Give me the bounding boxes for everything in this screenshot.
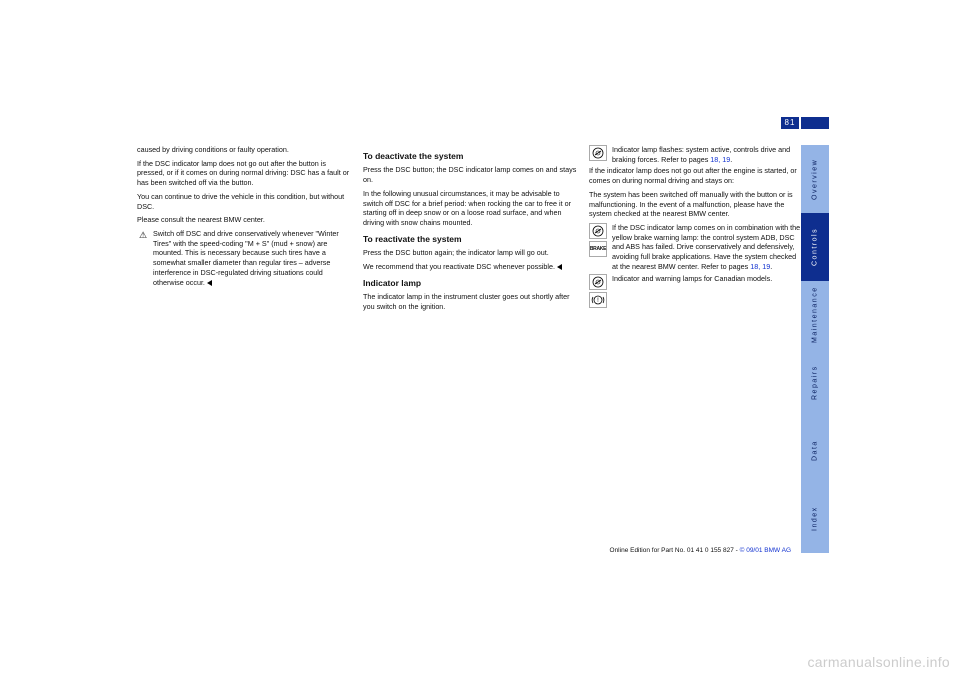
indicator-lamp-block: BRAKE If the DSC indicator lamp comes on…	[589, 223, 803, 272]
content-columns: caused by driving conditions or faulty o…	[137, 145, 803, 550]
tab-controls[interactable]: Controls	[801, 213, 829, 281]
end-triangle-icon	[207, 280, 212, 286]
lamp-text: Indicator lamp flashes: system active, c…	[612, 145, 803, 164]
page-number-bar	[801, 117, 829, 129]
brake-warning-icon: BRAKE	[589, 241, 607, 257]
caution-block: ⚠ Switch off DSC and drive conservativel…	[137, 229, 351, 287]
tab-index[interactable]: Index	[801, 485, 829, 553]
manual-page: 81 Overview Controls Maintenance Repairs…	[115, 100, 845, 580]
footer-edition: Online Edition for Part No. 01 41 0 155 …	[610, 547, 791, 554]
dsc-indicator-icon	[589, 145, 607, 161]
page-ref-link[interactable]: 18, 19	[710, 155, 730, 164]
subheading: To reactivate the system	[363, 234, 577, 245]
end-triangle-icon	[557, 264, 562, 270]
body-text: Press the DSC button again; the indicato…	[363, 248, 577, 258]
body-text: We recommend that you reactivate DSC whe…	[363, 262, 577, 272]
caution-text: Switch off DSC and drive conservatively …	[153, 229, 351, 287]
body-text: In the following unusual circumstances, …	[363, 189, 577, 228]
body-text: If the indicator lamp does not go out af…	[589, 166, 803, 185]
indicator-lamp-block: Indicator lamp flashes: system active, c…	[589, 145, 803, 164]
body-text: The system has been switched off manuall…	[589, 190, 803, 219]
body-text: caused by driving conditions or faulty o…	[137, 145, 351, 155]
column-2: To deactivate the system Press the DSC b…	[363, 145, 577, 550]
indicator-lamp-block: ! Indicator and warning lamps for Canadi…	[589, 274, 803, 308]
lamp-text: Indicator and warning lamps for Canadian…	[612, 274, 803, 308]
subheading: To deactivate the system	[363, 151, 577, 162]
brake-warning-ca-icon: !	[589, 292, 607, 308]
subheading: Indicator lamp	[363, 278, 577, 289]
column-3: Indicator lamp flashes: system active, c…	[589, 145, 803, 550]
column-1: caused by driving conditions or faulty o…	[137, 145, 351, 550]
body-text: Please consult the nearest BMW center.	[137, 215, 351, 225]
dsc-indicator-icon	[589, 274, 607, 290]
body-text: The indicator lamp in the instrument clu…	[363, 292, 577, 311]
svg-text:!: !	[597, 298, 599, 304]
body-text: Press the DSC button; the DSC indicator …	[363, 165, 577, 184]
lamp-text: If the DSC indicator lamp comes on in co…	[612, 223, 803, 272]
tab-repairs[interactable]: Repairs	[801, 349, 829, 417]
page-number: 81	[781, 117, 799, 129]
dsc-indicator-icon	[589, 223, 607, 239]
tab-maintenance[interactable]: Maintenance	[801, 281, 829, 349]
footer-copyright: © 09/01 BMW AG	[740, 547, 791, 554]
tab-overview[interactable]: Overview	[801, 145, 829, 213]
page-ref-link[interactable]: 18, 19	[750, 262, 770, 271]
caution-icon: ⚠	[137, 229, 149, 241]
body-text: You can continue to drive the vehicle in…	[137, 192, 351, 211]
side-tabs: Overview Controls Maintenance Repairs Da…	[801, 145, 829, 553]
body-text: If the DSC indicator lamp does not go ou…	[137, 159, 351, 188]
watermark: carmanualsonline.info	[808, 654, 951, 670]
tab-data[interactable]: Data	[801, 417, 829, 485]
